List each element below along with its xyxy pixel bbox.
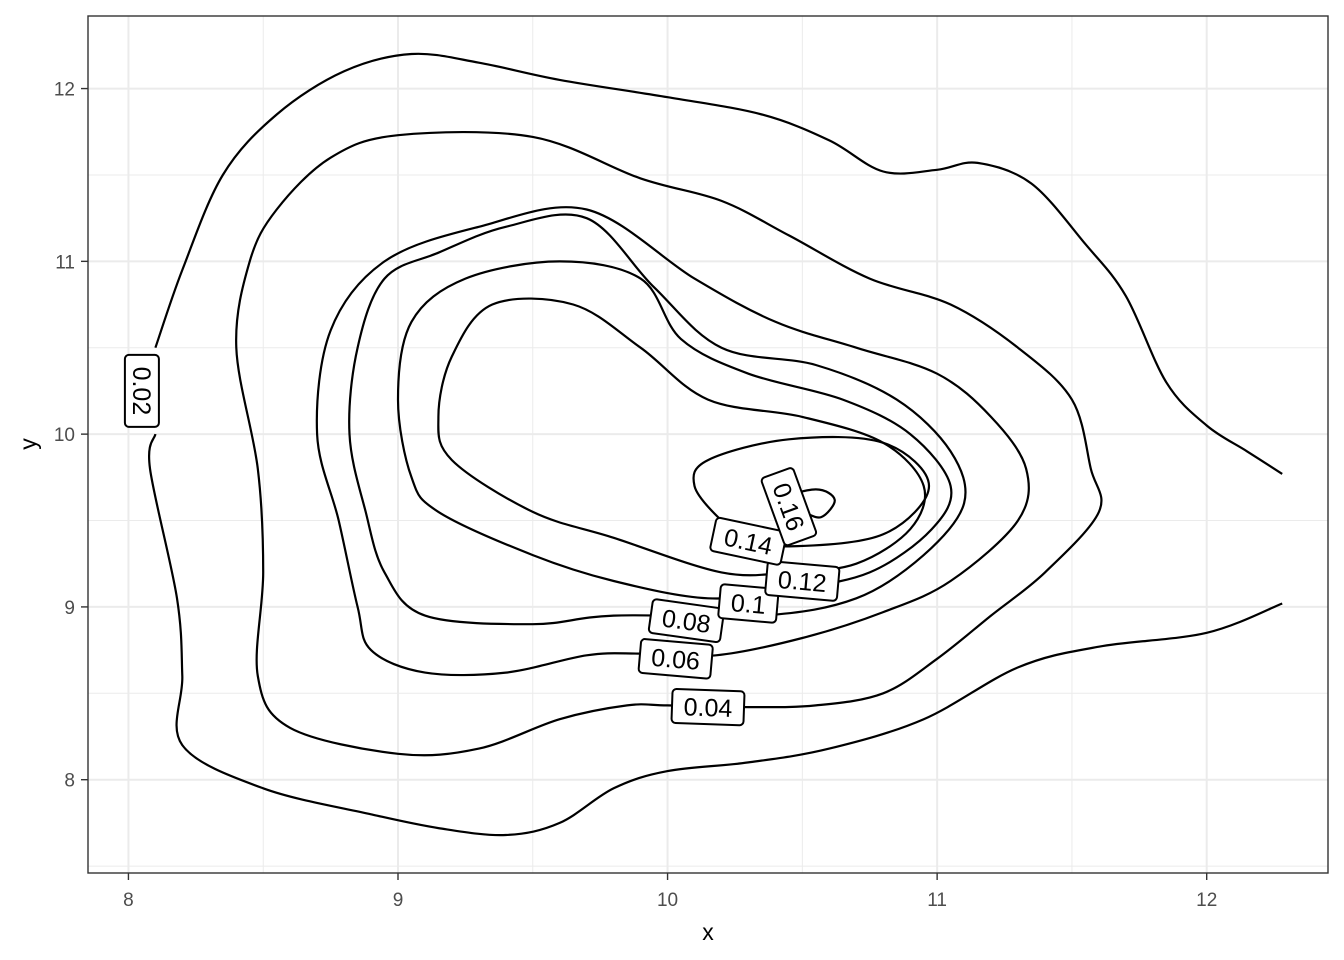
contour-label-text: 0.08 [660, 604, 712, 639]
contour-label-0.06: 0.06 [637, 638, 714, 680]
contour-label-box [123, 353, 160, 428]
y-tick-label: 11 [55, 252, 75, 273]
contour-label-0.08: 0.08 [647, 598, 725, 644]
contour-label-text: 0.1 [730, 589, 767, 620]
panel-border [87, 15, 1329, 874]
contour-label-text: 0.12 [777, 566, 828, 598]
y-tick-label: 10 [54, 425, 75, 446]
x-tick-label: 12 [1196, 890, 1217, 911]
contour-label-box [709, 516, 788, 566]
contour-label-text: 0.06 [650, 644, 701, 676]
contour-line-0.06 [315, 206, 1030, 677]
y-axis-ticks: 8 9 10 11 12 [54, 80, 88, 792]
panel-background [88, 16, 1328, 873]
contour-line-0.02 [154, 52, 1283, 475]
contour-line-0.04 [235, 130, 1103, 757]
contour-label-0.14: 0.14 [709, 516, 788, 566]
contour-label-text: 0.02 [127, 367, 155, 416]
contour-lines [148, 52, 1283, 837]
y-axis-title: y [15, 438, 41, 450]
contour-label-0.12: 0.12 [764, 560, 841, 602]
contour-label-text: 0.04 [683, 693, 733, 723]
contour-label-box [764, 560, 841, 602]
grid [88, 16, 1328, 873]
y-tick-label: 12 [54, 80, 75, 101]
contour-label-box [760, 467, 818, 547]
contour-label-box [717, 583, 780, 624]
x-tick-label: 10 [657, 890, 678, 911]
y-tick-label: 9 [64, 598, 75, 619]
contour-line-0.1 [396, 260, 953, 600]
contour-label-0.1: 0.1 [717, 583, 780, 624]
x-tick-label: 8 [123, 890, 134, 911]
x-axis-title: x [702, 919, 714, 945]
x-axis-ticks: 8 9 10 11 12 [123, 873, 1217, 911]
contour-label-box [670, 687, 746, 727]
y-tick-label: 8 [64, 771, 75, 792]
contour-label-box [647, 598, 725, 644]
contour-line-0.02 [148, 433, 1283, 837]
contour-label-0.04: 0.04 [670, 687, 746, 727]
x-tick-label: 11 [927, 890, 947, 911]
contour-line-0.08 [348, 213, 967, 626]
contour-label-0.02: 0.02 [123, 353, 160, 428]
x-tick-label: 9 [393, 890, 404, 911]
contour-label-box [637, 638, 714, 680]
